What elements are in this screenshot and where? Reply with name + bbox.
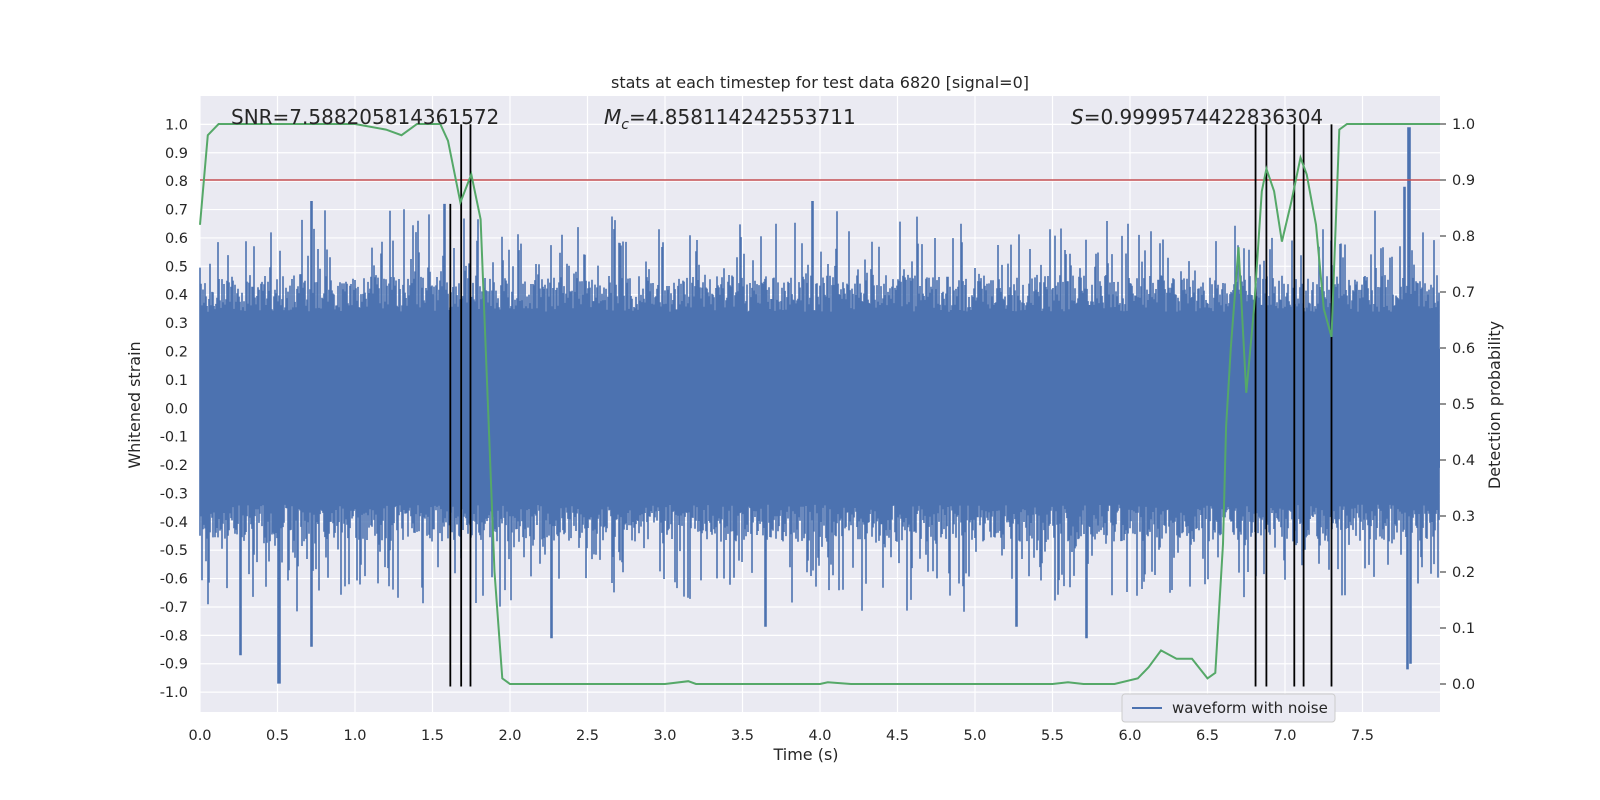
chirp-mass-annotation: Mc=4.858114242553711 [604, 105, 856, 133]
legend-label: waveform with noise [1172, 699, 1328, 717]
x-tick-label: 0.5 [266, 728, 289, 744]
probability-series-line [199, 123, 1440, 685]
legend: waveform with noise [1121, 693, 1336, 723]
right-tick-label: 0.6 [1452, 341, 1475, 357]
right-tick-label: 0.0 [1452, 677, 1475, 693]
left-tick-label: 0.0 [165, 401, 188, 417]
x-tick-label: 5.0 [963, 728, 986, 744]
right-tick-label: 0.8 [1452, 229, 1475, 245]
x-tick-label: 6.0 [1118, 728, 1141, 744]
snr-annotation: SNR=7.588205814361572 [231, 105, 499, 129]
s-symbol: S [1071, 105, 1084, 129]
waveform-series [199, 127, 1440, 684]
left-tick-label: 0.3 [165, 316, 188, 332]
right-axis-label: Detection probability [1485, 321, 1504, 489]
mc-subscript: c [621, 117, 629, 133]
score-annotation: S=0.9999574422836304 [1071, 105, 1323, 129]
left-axis-ticks: 1.0 0.9 0.8 0.7 0.6 0.5 0.4 0.3 0.2 0.1 0.0 -0.1 -0.… [160, 117, 188, 701]
mc-value: =4.858114242553711 [629, 105, 856, 129]
x-tick-label: 6.5 [1196, 728, 1219, 744]
legend-box [1121, 693, 1336, 723]
left-axis-label: Whitened strain [125, 341, 144, 468]
right-tick-label: 0.9 [1452, 173, 1475, 189]
left-tick-label: 0.6 [165, 231, 188, 247]
left-tick-label: -0.8 [160, 628, 188, 644]
x-tick-label: 1.0 [343, 728, 366, 744]
x-tick-label: 5.5 [1041, 728, 1064, 744]
left-tick-label: 0.4 [165, 288, 188, 304]
right-tick-label: 0.5 [1452, 397, 1475, 413]
x-tick-label: 2.5 [576, 728, 599, 744]
x-tick-label: 1.5 [421, 728, 444, 744]
left-tick-label: -0.3 [160, 486, 188, 502]
right-tick-label: 0.2 [1452, 565, 1475, 581]
right-tick-label: 1.0 [1452, 117, 1475, 133]
x-tick-label: 3.5 [731, 728, 754, 744]
right-tick-label: 0.1 [1452, 621, 1475, 637]
left-tick-label: 0.1 [165, 373, 188, 389]
x-tick-label: 7.0 [1273, 728, 1296, 744]
x-axis-label: Time (s) [772, 745, 838, 764]
mc-symbol: M [604, 105, 621, 129]
x-tick-label: 4.0 [808, 728, 831, 744]
left-tick-label: 0.2 [165, 344, 188, 360]
x-tick-label: 2.0 [498, 728, 521, 744]
left-tick-label: -0.1 [160, 430, 188, 446]
left-tick-label: -0.5 [160, 543, 188, 559]
x-tick-label: 0.0 [188, 728, 211, 744]
right-tick-label: 0.3 [1452, 509, 1475, 525]
x-tick-label: 7.5 [1351, 728, 1374, 744]
left-tick-label: 0.7 [165, 203, 188, 219]
chart-title: stats at each timestep for test data 682… [611, 73, 1029, 92]
x-tick-label: 3.0 [653, 728, 676, 744]
right-tick-label: 0.7 [1452, 285, 1475, 301]
right-axis-ticks: 1.0 0.9 0.8 0.7 0.6 0.5 0.4 0.3 0.2 0.1 0.0 [1440, 117, 1475, 693]
s-value: =0.9999574422836304 [1084, 105, 1323, 129]
left-tick-label: -0.9 [160, 657, 188, 673]
left-tick-label: -0.6 [160, 572, 188, 588]
left-tick-label: -0.2 [160, 458, 188, 474]
left-tick-label: 0.5 [165, 259, 188, 275]
x-tick-label: 4.5 [886, 728, 909, 744]
waveform-core-band [200, 348, 1440, 468]
left-tick-label: -0.7 [160, 600, 188, 616]
x-axis-ticks: 0.0 0.5 1.0 1.5 2.0 2.5 3.0 3.5 4.0 4.5 5.0 5.5 6.0 6… [188, 728, 1374, 744]
detection-vlines [449, 124, 1333, 687]
left-tick-label: -0.4 [160, 515, 188, 531]
right-tick-label: 0.4 [1452, 453, 1475, 469]
left-tick-label: 0.9 [165, 146, 188, 162]
left-tick-label: 1.0 [165, 117, 188, 133]
left-tick-label: -1.0 [160, 685, 188, 701]
left-tick-label: 0.8 [165, 174, 188, 190]
